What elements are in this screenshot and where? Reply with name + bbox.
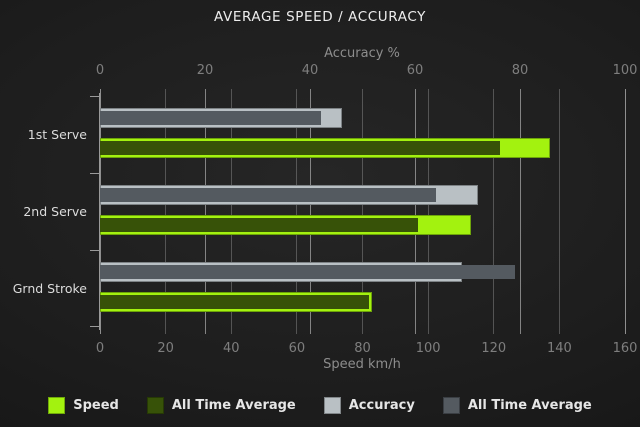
accuracy-axis-label: Accuracy % — [324, 46, 400, 61]
category-label: 2nd Serve — [23, 203, 87, 219]
category-axis-tick — [90, 173, 99, 174]
legend-swatch-accuracy — [323, 397, 341, 414]
speed-tick-label: 40 — [222, 341, 240, 356]
speed-gridline — [493, 89, 495, 334]
speed-gridline — [427, 89, 429, 334]
legend: Speed All Time Average Accuracy All Time Av… — [0, 397, 640, 414]
speed-tick-label: 20 — [157, 341, 174, 356]
speed-tick-label: 60 — [288, 341, 306, 356]
bar-speed-average — [100, 295, 370, 309]
accuracy-tick-label: 0 — [95, 63, 105, 78]
legend-swatch-speed — [48, 397, 66, 414]
bar-speed-average — [100, 141, 501, 155]
legend-label: Speed — [73, 398, 119, 413]
category-axis-tick — [90, 96, 99, 97]
chart-title: AVERAGE SPEED / ACCURACY — [214, 9, 426, 25]
accuracy-gridline — [414, 89, 416, 334]
legend-item-speed-average[interactable]: All Time Average — [146, 397, 296, 414]
accuracy-tick-label: 100 — [612, 63, 638, 78]
accuracy-tick-label: 80 — [511, 63, 529, 78]
legend-label: All Time Average — [171, 398, 296, 413]
bar-accuracy-average — [100, 188, 436, 202]
accuracy-gridline — [99, 89, 101, 334]
speed-gridline — [230, 89, 232, 334]
accuracy-gridline — [309, 89, 311, 334]
legend-item-accuracy[interactable]: Accuracy — [323, 397, 415, 414]
accuracy-tick-label: 40 — [301, 63, 319, 78]
category-label: Grnd Stroke — [12, 280, 87, 296]
legend-label: Accuracy — [348, 398, 415, 413]
category-label: 1st Serve — [27, 126, 87, 142]
bar-accuracy-average — [100, 111, 321, 125]
accuracy-gridline — [204, 89, 206, 334]
legend-swatch-accuracy-average — [442, 397, 460, 414]
speed-gridline — [165, 89, 167, 334]
accuracy-tick-label: 20 — [196, 63, 214, 78]
speed-tick-label: 80 — [354, 341, 371, 356]
accuracy-tick-label: 60 — [406, 63, 424, 78]
legend-item-speed[interactable]: Speed — [48, 397, 119, 414]
legend-swatch-speed-average — [146, 397, 164, 414]
category-axis-tick — [90, 326, 99, 327]
legend-label: All Time Average — [467, 398, 592, 413]
speed-tick-label: 160 — [612, 341, 638, 356]
speed-tick-label: 0 — [95, 341, 105, 356]
speed-tick-label: 100 — [415, 341, 441, 356]
accuracy-gridline — [519, 89, 521, 334]
plot-area: 0 20 40 60 80 100 0 20 40 60 80 100 120 140 160 1st Ser… — [13, 63, 638, 356]
speed-axis-label: Speed km/h — [323, 357, 401, 372]
speed-gridline — [558, 89, 560, 334]
speed-gridline — [296, 89, 298, 334]
bar-accuracy-average — [100, 265, 515, 279]
speed-tick-label: 140 — [546, 341, 572, 356]
speed-tick-label: 120 — [481, 341, 507, 356]
speed-gridline — [362, 89, 363, 334]
bar-speed-average — [100, 218, 419, 232]
accuracy-gridline — [624, 89, 626, 334]
category-axis-tick — [90, 250, 99, 251]
legend-item-accuracy-average[interactable]: All Time Average — [442, 397, 592, 414]
